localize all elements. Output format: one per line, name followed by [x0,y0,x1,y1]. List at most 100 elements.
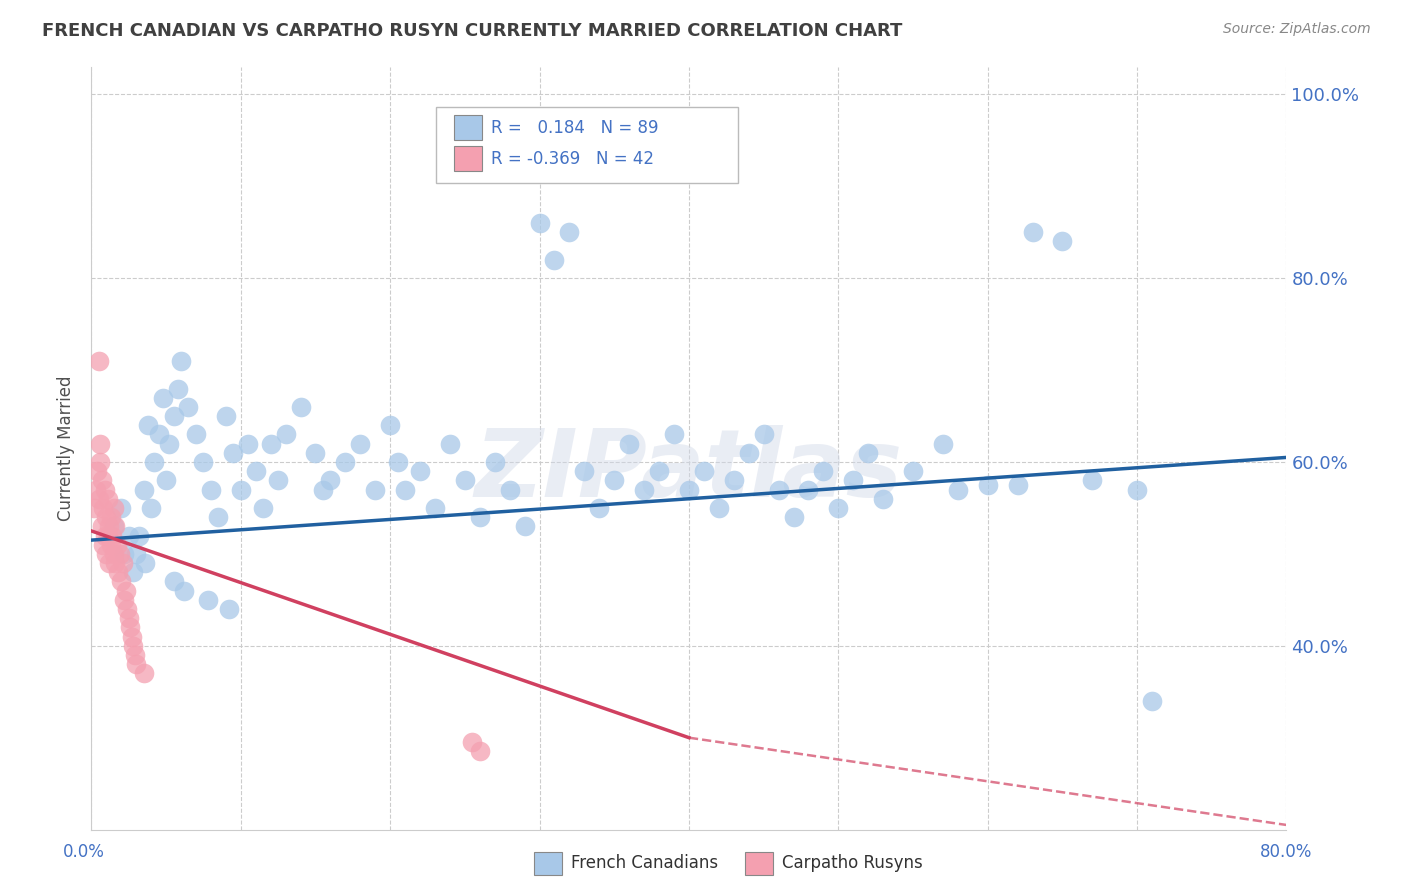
Point [98,519,121,533]
Point [104,556,127,570]
Point [132,483,155,497]
Text: 80.0%: 80.0% [1260,843,1313,862]
Point [423,500,446,515]
Point [124,648,146,662]
Point [872,491,894,506]
Point [173,583,195,598]
Point [184,427,207,442]
Point [752,427,775,442]
Point [976,478,998,492]
Y-axis label: Currently Married: Currently Married [58,376,76,521]
Point [122,566,145,580]
Point [364,483,387,497]
Point [167,382,190,396]
Point [197,592,219,607]
Point [813,464,835,478]
Point [143,455,166,469]
Point [290,400,312,414]
Point [112,547,135,561]
Point [252,500,274,515]
Point [100,510,122,524]
Point [193,455,215,469]
Point [409,464,432,478]
Text: French Canadians: French Canadians [571,855,718,872]
Point [94,528,117,542]
Point [484,455,506,469]
Point [97,528,120,542]
Point [89,436,111,450]
Point [107,566,129,580]
Point [215,409,238,423]
Point [157,436,180,450]
Text: R =   0.184   N = 89: R = 0.184 N = 89 [491,119,658,136]
Point [103,547,125,561]
Point [454,474,477,488]
Point [633,483,655,497]
Point [162,409,184,423]
Text: FRENCH CANADIAN VS CARPATHO RUSYN CURRENTLY MARRIED CORRELATION CHART: FRENCH CANADIAN VS CARPATHO RUSYN CURREN… [42,22,903,40]
Point [229,483,252,497]
Point [378,418,402,433]
Point [121,630,143,644]
Point [648,464,671,478]
Point [86,464,108,478]
Point [245,464,267,478]
Point [118,611,141,625]
Point [707,500,730,515]
Point [155,474,177,488]
Point [120,620,142,634]
Point [619,436,641,450]
Point [768,483,790,497]
Point [1007,478,1029,492]
Point [1021,225,1043,239]
Point [111,556,134,570]
Point [662,427,685,442]
Point [856,446,880,460]
Point [141,500,162,515]
Point [94,483,117,497]
Point [218,602,240,616]
Text: R = -0.369   N = 42: R = -0.369 N = 42 [491,150,654,168]
Point [312,483,335,497]
Point [100,538,122,552]
Point [114,583,136,598]
Point [170,354,193,368]
Point [797,483,820,497]
Point [498,483,520,497]
Point [558,225,581,239]
Point [125,657,148,672]
Point [827,500,849,515]
Point [259,436,281,450]
Point [84,483,107,497]
Point [439,436,461,450]
Point [468,744,491,758]
Point [1140,694,1163,708]
Point [1081,474,1104,488]
Point [543,252,565,267]
Point [737,446,759,460]
Point [90,519,112,533]
Point [513,519,536,533]
Point [136,418,159,433]
Point [134,556,156,570]
Point [110,574,132,589]
Point [693,464,716,478]
Point [461,735,484,749]
Point [97,491,120,506]
Point [89,455,111,469]
Point [90,474,112,488]
Point [267,474,290,488]
Point [842,474,865,488]
Point [103,519,125,533]
Point [603,474,626,488]
Point [93,500,115,515]
Point [932,436,955,450]
Point [103,500,125,515]
Point [529,216,551,230]
Point [162,574,184,589]
Point [132,666,155,681]
Point [304,446,326,460]
Point [83,500,105,515]
Point [148,427,170,442]
Point [87,491,110,506]
